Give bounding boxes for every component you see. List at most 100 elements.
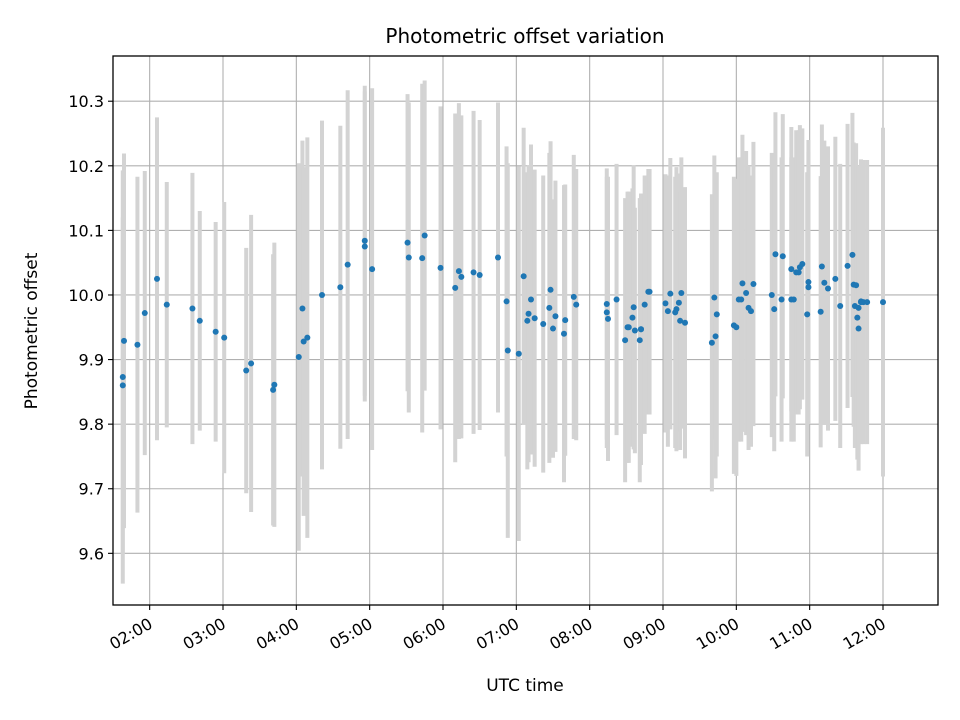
data-point (437, 264, 444, 271)
y-tick-label: 10.3 (68, 92, 104, 111)
data-point (817, 308, 824, 315)
data-point (520, 273, 527, 280)
data-point (300, 338, 307, 345)
data-point (832, 275, 839, 282)
data-point (748, 308, 754, 315)
data-point (805, 279, 812, 286)
data-point (528, 296, 534, 303)
data-point (304, 334, 311, 341)
y-axis: 9.6 9.7 9.8 9.9 10.0 10.1 10.2 10.3 (68, 92, 113, 563)
data-point (818, 263, 825, 270)
data-point (369, 266, 376, 273)
data-point (779, 253, 786, 260)
data-point (630, 304, 637, 311)
data-points (119, 232, 886, 393)
data-point (248, 360, 255, 367)
data-point (603, 309, 610, 316)
data-point (547, 286, 554, 293)
y-tick-label: 9.6 (79, 544, 104, 563)
data-point (733, 324, 740, 331)
chart-title: Photometric offset variation (385, 24, 664, 48)
data-point (119, 374, 126, 381)
data-point (682, 319, 688, 326)
data-point (880, 299, 886, 306)
data-point (603, 301, 610, 308)
data-point (622, 337, 629, 344)
data-point (550, 325, 556, 332)
data-point (196, 317, 203, 324)
data-point (495, 254, 501, 261)
data-point (212, 328, 219, 335)
data-point (319, 291, 325, 298)
data-point (844, 262, 851, 269)
data-point (361, 237, 368, 244)
data-point (664, 308, 671, 315)
data-point (613, 296, 620, 303)
y-axis-title: Photometric offset (22, 252, 42, 409)
data-point (570, 293, 577, 300)
data-point (641, 301, 648, 308)
data-point (750, 280, 757, 287)
data-point (421, 232, 428, 239)
data-point (134, 341, 141, 348)
data-point (675, 299, 682, 306)
data-point (552, 313, 559, 320)
data-point (154, 275, 160, 282)
data-point (855, 304, 862, 311)
data-point (525, 310, 532, 317)
data-point (295, 353, 302, 360)
data-point (546, 304, 553, 311)
data-point (738, 296, 745, 303)
data-point (795, 269, 802, 276)
data-point (631, 327, 638, 334)
y-tick-label: 9.8 (79, 415, 104, 434)
data-point (837, 302, 844, 309)
data-point (271, 381, 278, 388)
data-point (864, 299, 871, 306)
data-point (419, 255, 426, 262)
data-point (470, 269, 477, 276)
data-point (711, 294, 718, 301)
y-tick-label: 9.7 (79, 480, 104, 499)
data-point (788, 266, 795, 273)
data-point (849, 251, 856, 258)
data-point (504, 347, 511, 354)
data-point (804, 311, 811, 318)
data-point (677, 317, 684, 324)
data-point (531, 315, 538, 322)
data-point (562, 317, 569, 324)
data-point (270, 386, 277, 393)
data-point (854, 314, 861, 321)
y-tick-label: 10.1 (68, 221, 104, 240)
data-point (476, 271, 483, 278)
data-point (708, 339, 715, 346)
data-point (662, 300, 669, 307)
data-point (524, 317, 531, 324)
data-point (667, 290, 674, 297)
data-point (361, 243, 368, 250)
data-point (404, 239, 411, 246)
data-point (678, 290, 685, 297)
data-point (805, 284, 812, 291)
data-point (337, 284, 344, 291)
data-point (772, 251, 779, 258)
data-point (646, 288, 653, 295)
data-point (853, 282, 860, 289)
data-point (121, 337, 127, 344)
data-point (455, 268, 462, 275)
data-point (605, 315, 611, 322)
data-point (790, 296, 797, 303)
data-point (825, 285, 831, 292)
data-point (503, 298, 510, 305)
data-point (344, 261, 351, 268)
data-point (821, 279, 828, 286)
data-point (636, 337, 643, 344)
data-point (540, 321, 547, 328)
data-point (855, 325, 862, 332)
data-point (141, 310, 148, 317)
data-point (561, 330, 567, 337)
data-point (243, 367, 250, 374)
y-tick-label: 9.9 (79, 351, 104, 370)
data-point (799, 260, 806, 267)
